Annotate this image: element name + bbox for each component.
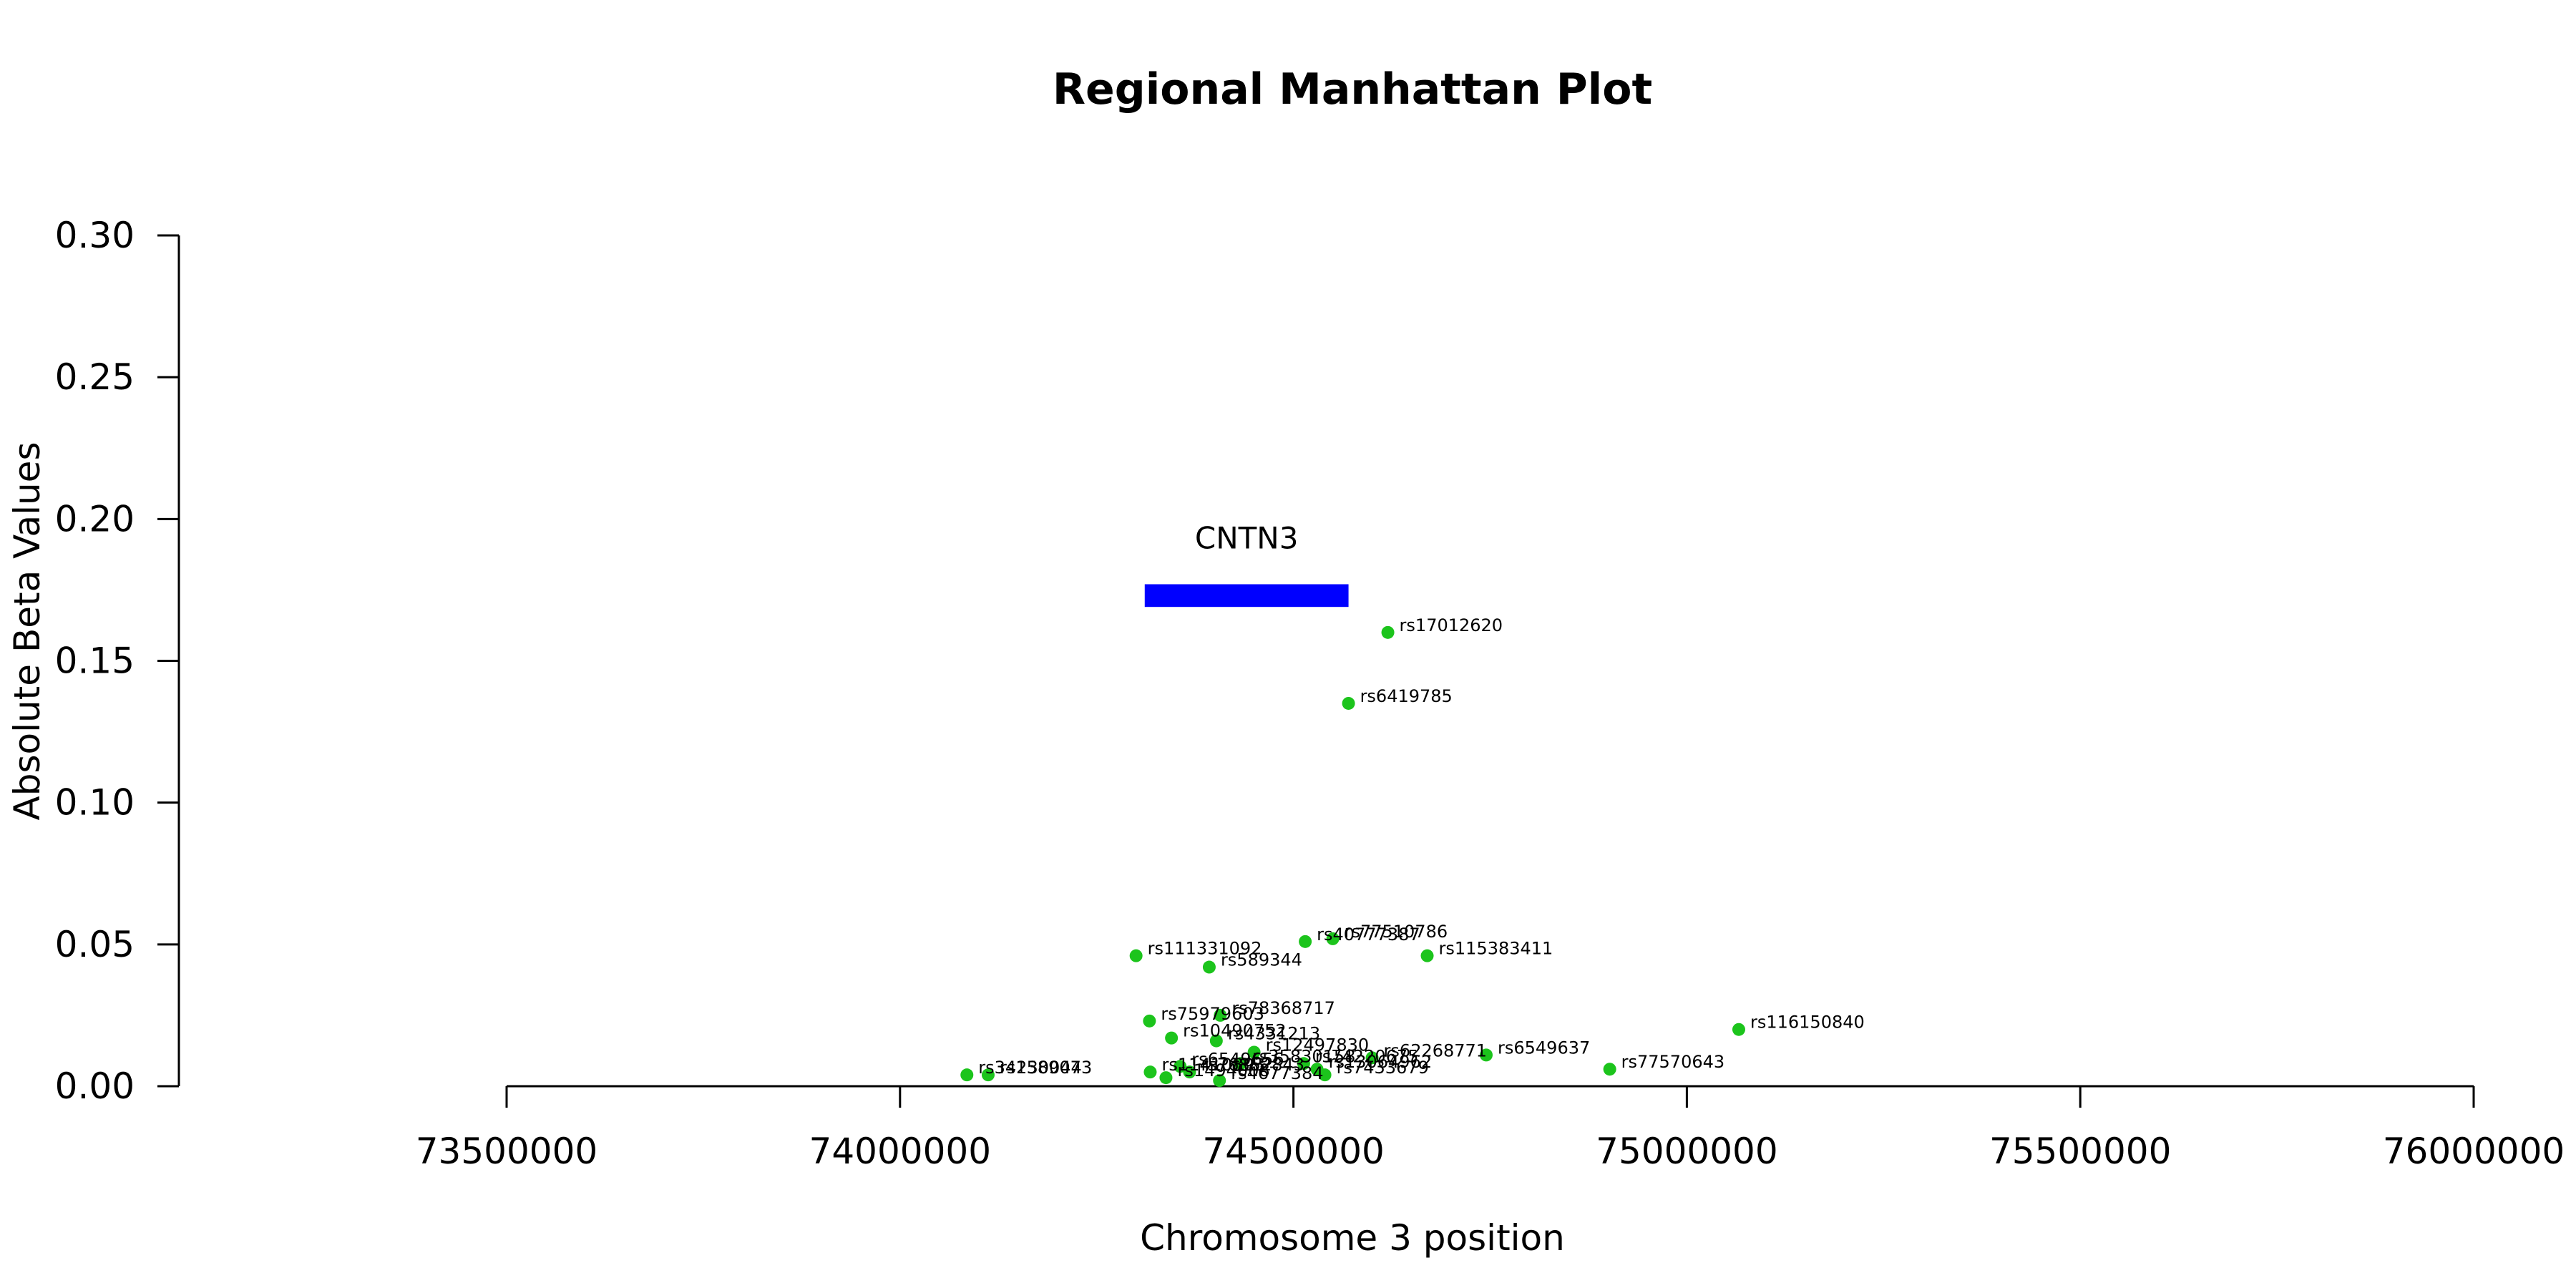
y-tick-label: 0.00 bbox=[55, 1065, 135, 1107]
x-axis-title: Chromosome 3 position bbox=[1140, 1217, 1565, 1259]
snp-point bbox=[1234, 1057, 1247, 1070]
snp-point bbox=[1381, 625, 1395, 639]
y-axis: 0.00 0.05 0.10 0.15 0.20 0.25 0.30 bbox=[55, 215, 180, 1107]
y-tick-label: 0.20 bbox=[55, 498, 135, 540]
x-tick-label: 74000000 bbox=[809, 1131, 992, 1172]
snp-label: rs77570643 bbox=[1621, 1052, 1725, 1072]
snp-point bbox=[1247, 1045, 1261, 1059]
snp-label: rs40777387 bbox=[1317, 924, 1420, 945]
gene-bar bbox=[1144, 584, 1349, 608]
snp-point bbox=[1214, 1008, 1227, 1022]
snp-label: rs4677384 bbox=[1231, 1063, 1323, 1083]
x-tick-label: 74500000 bbox=[1202, 1131, 1385, 1172]
snp-label: rs34230044 bbox=[978, 1058, 1082, 1078]
snp-point bbox=[1310, 1063, 1324, 1076]
snp-label: rs35830158 bbox=[1252, 1046, 1356, 1066]
snp-point bbox=[1165, 1031, 1179, 1045]
snp-point bbox=[1326, 932, 1340, 945]
snp-label: rs1494008 bbox=[1177, 1060, 1269, 1080]
snp-label: rs6549637 bbox=[1498, 1038, 1590, 1058]
snp-label: rs13064962 bbox=[1329, 1052, 1433, 1072]
snp-label: rs111331092 bbox=[1148, 939, 1262, 959]
snp-points bbox=[960, 625, 1745, 1088]
snp-label: rs77510786 bbox=[1345, 922, 1448, 942]
snp-point bbox=[1342, 696, 1355, 710]
snp-point bbox=[1213, 1074, 1226, 1088]
snp-label: rs74220675 bbox=[1315, 1046, 1419, 1066]
snp-point bbox=[981, 1068, 995, 1082]
snp-label: rs62268771 bbox=[1384, 1040, 1488, 1060]
snp-label: rs75979603 bbox=[1161, 1004, 1264, 1024]
snp-labels: rs17012620rs6419785rs40777387rs77510786r… bbox=[978, 615, 1865, 1083]
snp-point bbox=[1183, 1065, 1196, 1079]
snp-point bbox=[1299, 935, 1312, 948]
snp-point bbox=[960, 1068, 974, 1082]
snp-label: rs78368717 bbox=[1231, 998, 1335, 1018]
snp-point bbox=[1365, 1051, 1379, 1065]
snp-point bbox=[1732, 1023, 1745, 1036]
snp-label: rs116150840 bbox=[1750, 1013, 1865, 1033]
x-tick-label: 76000000 bbox=[2383, 1131, 2565, 1172]
y-axis-title: Absolute Beta Values bbox=[6, 442, 48, 821]
snp-label: rs6549656 bbox=[1191, 1049, 1284, 1069]
snp-point bbox=[1174, 1060, 1187, 1073]
chart-title: Regional Manhattan Plot bbox=[1053, 64, 1652, 114]
y-tick-label: 0.25 bbox=[55, 356, 135, 398]
snp-label: rs10490752 bbox=[1183, 1021, 1287, 1041]
y-tick-label: 0.15 bbox=[55, 640, 135, 682]
snp-point bbox=[1209, 1034, 1223, 1048]
snp-point bbox=[1603, 1063, 1616, 1076]
snp-point bbox=[1420, 949, 1434, 962]
snp-label: rs76852843 bbox=[1201, 1055, 1304, 1075]
snp-label: rs17012620 bbox=[1400, 615, 1503, 635]
snp-label: rs4331213 bbox=[1228, 1024, 1320, 1044]
snp-label: rs1589073 bbox=[1000, 1058, 1092, 1078]
snp-label: rs7433679 bbox=[1337, 1058, 1429, 1078]
snp-point bbox=[1143, 1065, 1157, 1079]
x-tick-label: 73500000 bbox=[416, 1131, 598, 1172]
x-tick-label: 75500000 bbox=[1989, 1131, 2172, 1172]
snp-label: rs11410893 bbox=[1161, 1055, 1265, 1075]
y-tick-label: 0.30 bbox=[55, 215, 135, 256]
snp-point bbox=[1202, 960, 1216, 974]
snp-label: rs115383411 bbox=[1439, 939, 1553, 959]
snp-point bbox=[1297, 1057, 1310, 1070]
y-tick-label: 0.10 bbox=[55, 782, 135, 824]
snp-point bbox=[1159, 1071, 1173, 1085]
x-axis: 73500000 74000000 74500000 75000000 75500000… bbox=[416, 1085, 2565, 1172]
gene-label: CNTN3 bbox=[1195, 520, 1299, 555]
snp-point bbox=[1480, 1048, 1493, 1062]
x-tick-label: 75000000 bbox=[1596, 1131, 1778, 1172]
snp-label: rs589344 bbox=[1221, 950, 1302, 970]
gene-track: CNTN3 bbox=[1144, 520, 1349, 608]
snp-label: rs12497830 bbox=[1266, 1035, 1370, 1055]
snp-point bbox=[1129, 949, 1143, 962]
snp-point bbox=[1143, 1014, 1156, 1028]
y-tick-label: 0.05 bbox=[55, 924, 135, 965]
snp-label: rs6419785 bbox=[1360, 686, 1453, 706]
